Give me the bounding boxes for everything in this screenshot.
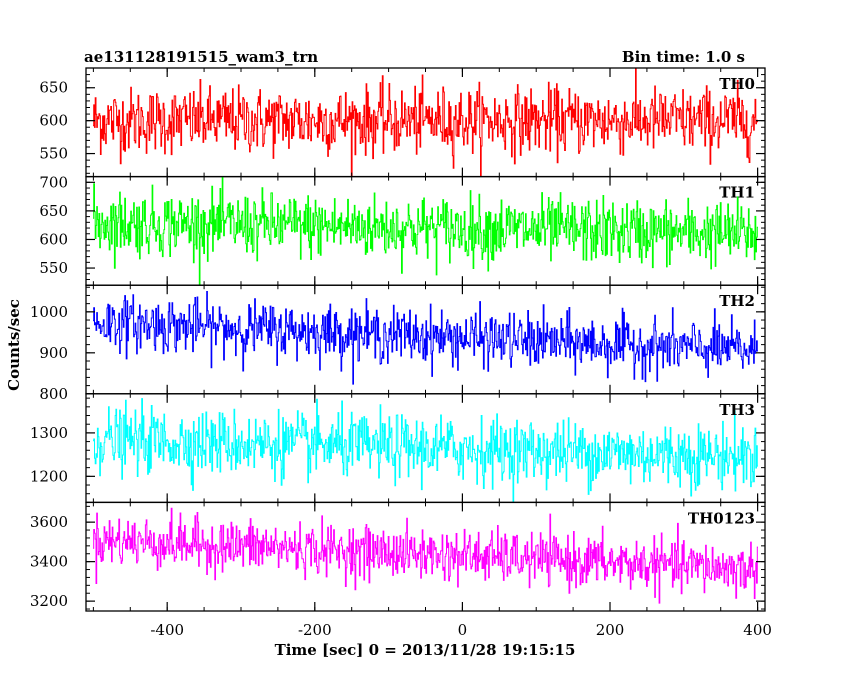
panel-th0123: 3200 3400 3600 TH0123 [30,501,766,612]
x-tick-label: 400 [743,621,772,639]
y-tick-label: 3600 [30,513,68,531]
y-tick-label: 550 [39,259,68,277]
panels-group: 550 600 650 TH0 550 600 650 700 TH1 800 900 1000 TH2… [30,67,766,612]
x-axis-label: Time [sec] 0 = 2013/11/28 19:15:15 [275,641,576,659]
panel-label-th2: TH2 [719,292,755,310]
y-axis-label: Counts/sec [5,299,23,391]
y-tick-label: 3400 [30,553,68,571]
bin-time-label: Bin time: 1.0 s [622,48,745,66]
series-line-th0 [93,68,758,177]
x-tick-label: 0 [458,621,468,639]
x-tick-label: 200 [596,621,625,639]
x-axis: -400 -200 0 200 400 [150,621,772,639]
panel-label-th3: TH3 [719,401,755,419]
series-line-th1 [93,176,758,286]
y-tick-label: 700 [39,173,68,191]
series-line-th3 [93,398,758,503]
y-tick-label: 550 [39,145,68,163]
panel-label-th0: TH0 [719,75,755,93]
x-tick-label: -200 [298,621,332,639]
y-tick-label: 600 [39,112,68,130]
x-tick-label: -400 [150,621,184,639]
series-line-th0123 [93,507,758,604]
y-tick-label: 800 [39,385,68,403]
y-tick-label: 1000 [30,303,68,321]
panel-th3: 1200 1300 TH3 [30,393,766,504]
panel-th0: 550 600 650 TH0 [39,67,766,178]
y-tick-label: 3200 [30,592,68,610]
series-line-th2 [93,291,758,385]
chart-title: ae131128191515_wam3_trn [84,48,318,66]
y-tick-label: 900 [39,344,68,362]
y-tick-label: 1200 [30,467,68,485]
panel-th1: 550 600 650 700 TH1 [39,173,766,286]
y-tick-label: 650 [39,202,68,220]
panel-label-th0123: TH0123 [688,509,755,527]
y-tick-label: 1300 [30,424,68,442]
y-tick-label: 600 [39,230,68,248]
panel-th2: 800 900 1000 TH2 [30,284,766,403]
y-tick-label: 650 [39,79,68,97]
panel-label-th1: TH1 [719,184,755,202]
